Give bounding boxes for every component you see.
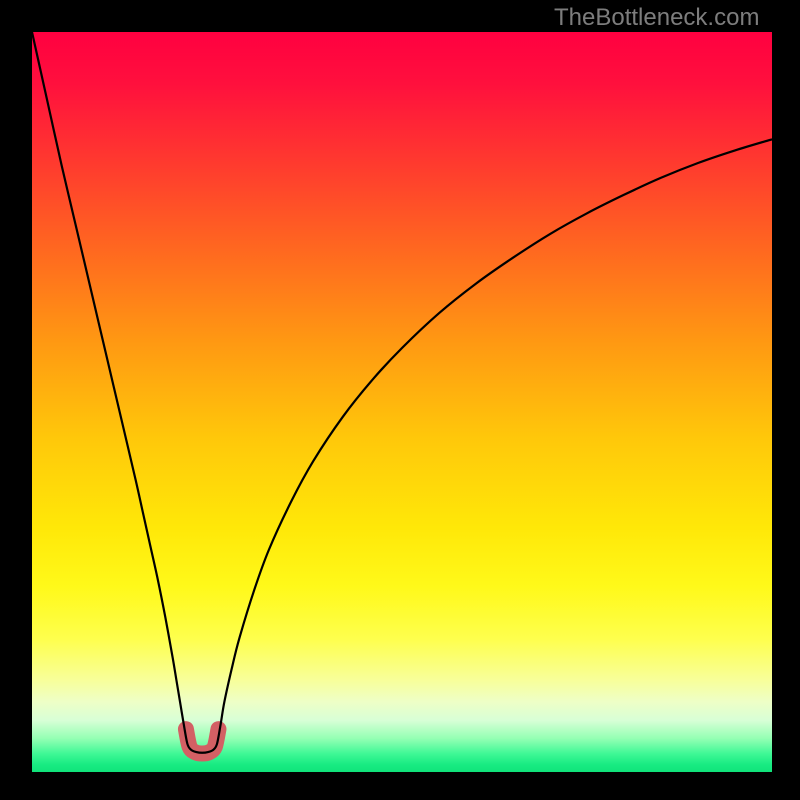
curve-svg bbox=[32, 32, 772, 772]
plot-area bbox=[32, 32, 772, 772]
chart-container: TheBottleneck.com bbox=[0, 0, 800, 800]
watermark-text: TheBottleneck.com bbox=[554, 4, 759, 32]
bottleneck-curve bbox=[32, 32, 772, 753]
